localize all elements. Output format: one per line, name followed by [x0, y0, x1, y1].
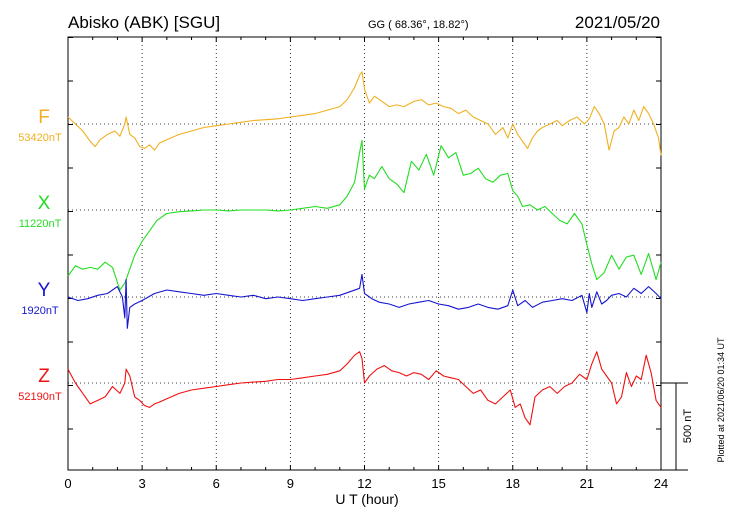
series-lines — [67, 71, 662, 426]
x-tick-label: 21 — [580, 476, 594, 491]
series-line-x — [67, 139, 662, 291]
station-title: Abisko (ABK) [SGU] — [68, 13, 220, 32]
x-tick-label: 0 — [64, 476, 71, 491]
x-tick-label: 9 — [287, 476, 294, 491]
x-axis-label: U T (hour) — [335, 491, 398, 507]
grid-lines — [68, 37, 661, 470]
scale-bar: 500 nT — [661, 382, 694, 471]
component-name-y: Y — [38, 280, 51, 301]
component-name-f: F — [38, 107, 50, 128]
scale-bar-label: 500 nT — [682, 409, 694, 444]
x-tick-label: 15 — [431, 476, 445, 491]
x-tick-label: 24 — [654, 476, 668, 491]
series-line-y — [67, 273, 662, 329]
series-line-f — [67, 71, 662, 156]
axis-ticks: 0 3 6 9 12 15 18 21 24 — [64, 37, 668, 491]
plotted-timestamp: Plotted at 2021/06/20 01:34 UT — [716, 337, 726, 463]
component-baseline-y: 1920nT — [21, 305, 59, 317]
series-line-z — [67, 351, 662, 426]
x-tick-label: 18 — [506, 476, 520, 491]
component-labels: F 53420nT X 11220nT Y 1920nT Z 52190nT — [18, 107, 62, 403]
x-tick-label: 6 — [213, 476, 220, 491]
date-label: 2021/05/20 — [575, 13, 660, 32]
component-baseline-z: 52190nT — [18, 391, 62, 403]
x-tick-label: 12 — [357, 476, 371, 491]
component-baseline-f: 53420nT — [18, 132, 62, 144]
component-name-z: Z — [38, 366, 50, 387]
station-coords: GG ( 68.36°, 18.82°) — [368, 19, 469, 31]
x-tick-label: 3 — [139, 476, 146, 491]
component-name-x: X — [38, 193, 51, 214]
component-baseline-x: 11220nT — [19, 218, 62, 230]
